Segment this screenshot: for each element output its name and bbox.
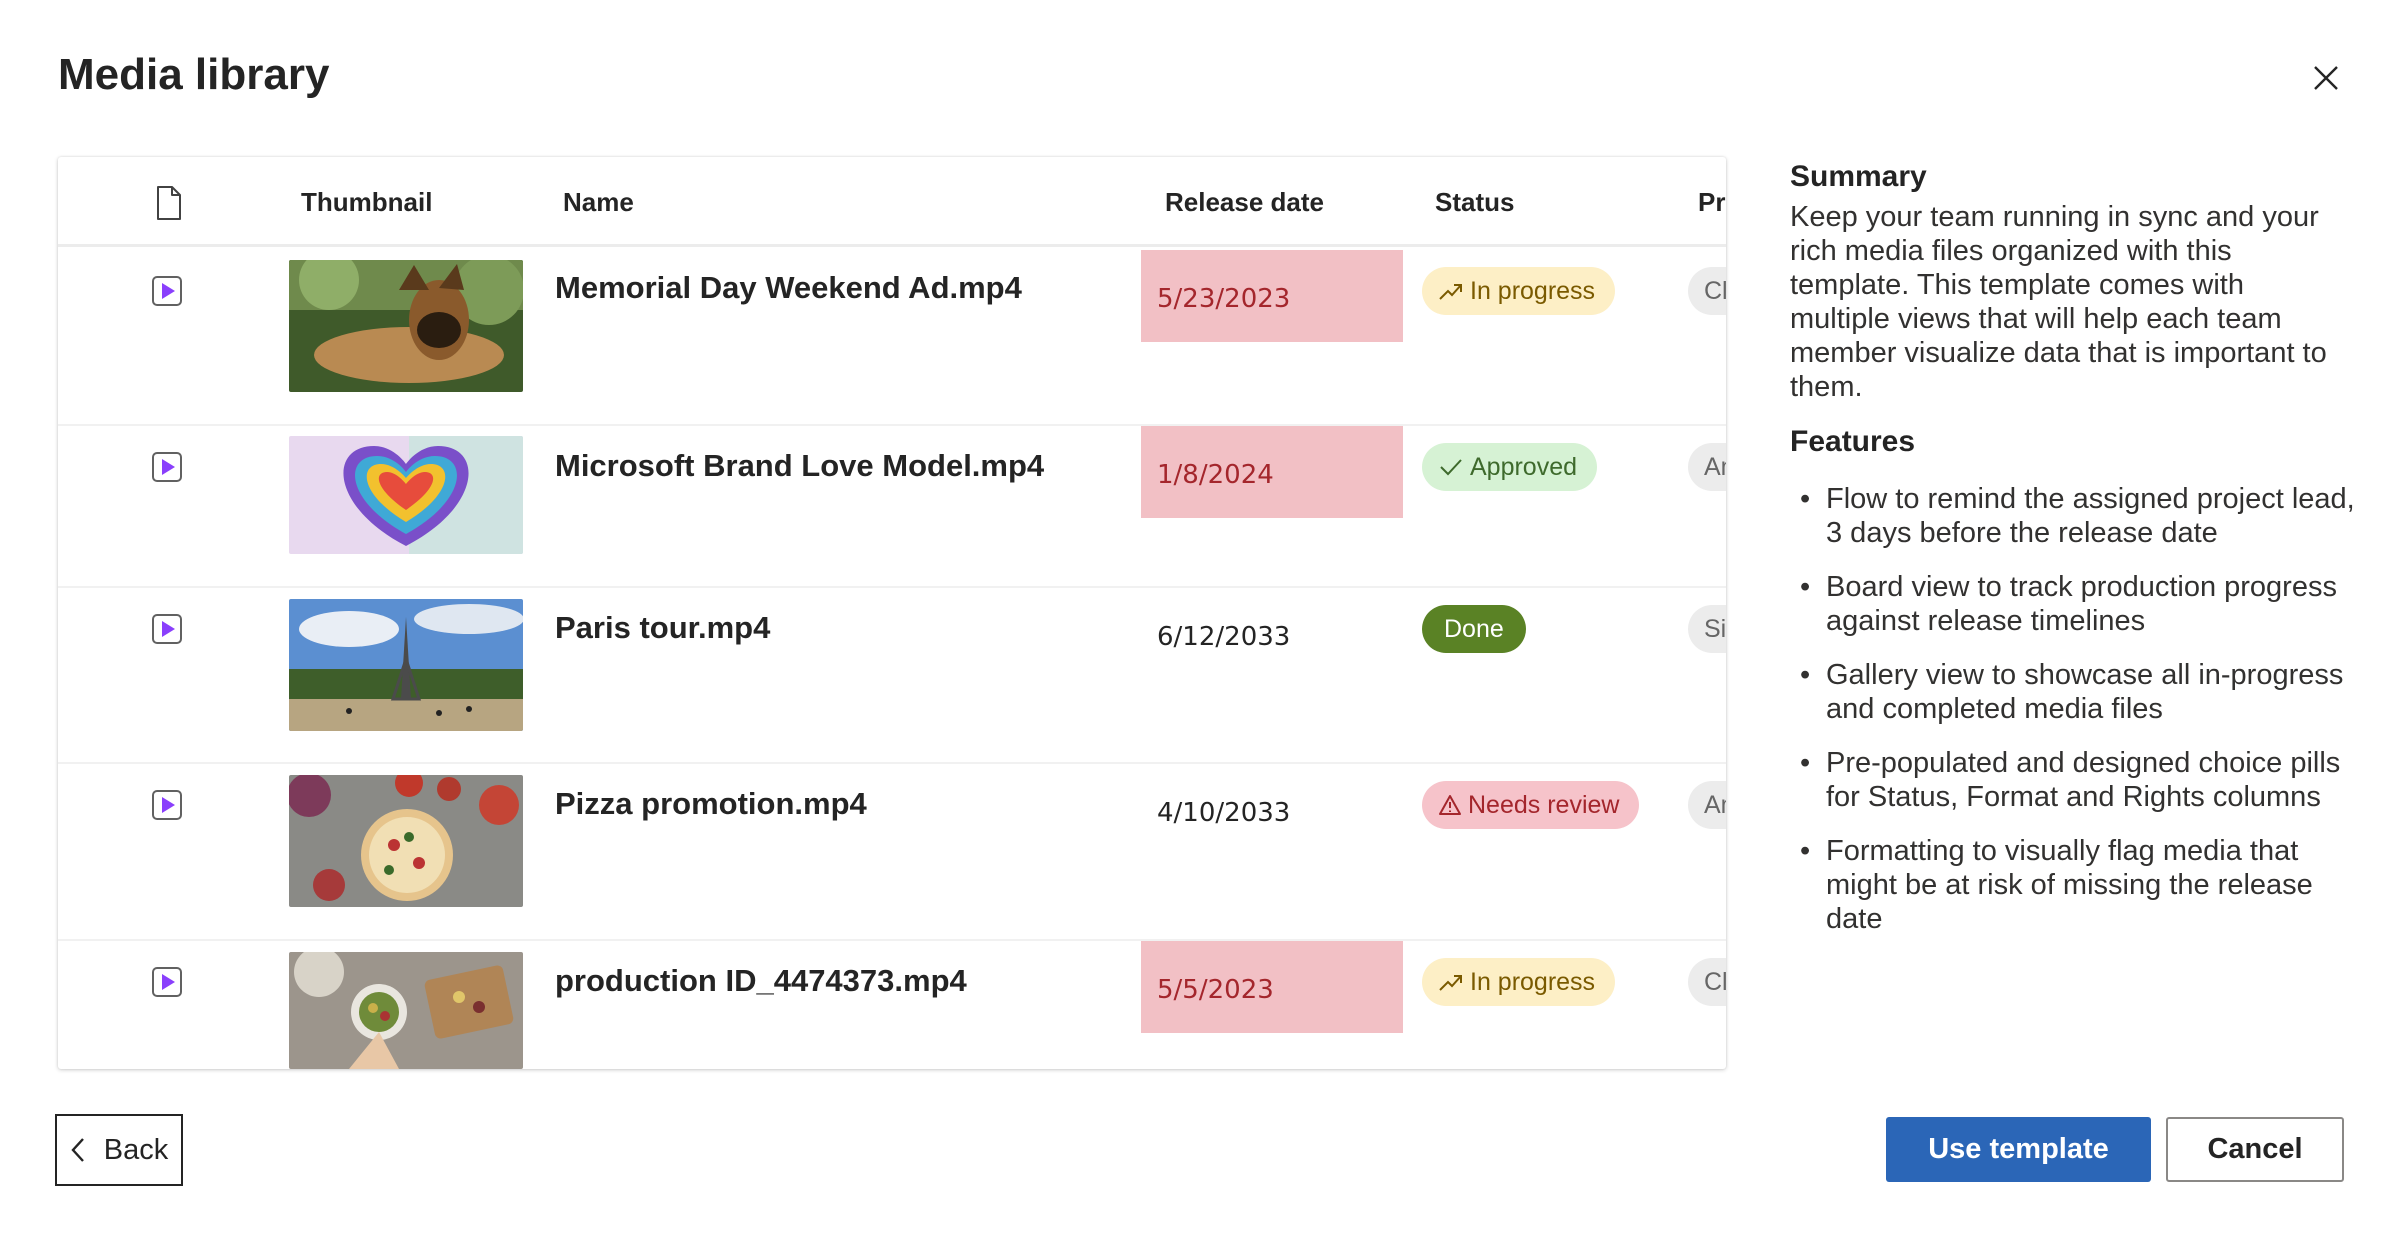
summary-text: Keep your team running in sync and your … — [1790, 201, 2327, 403]
release-date: 5/5/2023 — [1157, 975, 1274, 1005]
back-label: Back — [103, 1133, 169, 1166]
close-icon — [2314, 66, 2338, 90]
trending-up-icon — [1439, 284, 1462, 300]
feature-item: Board view to track production progress … — [1790, 570, 2360, 638]
status-label: Done — [1444, 614, 1504, 643]
thumbnail-image — [289, 775, 523, 907]
video-file-icon — [152, 790, 182, 820]
release-date: 6/12/2033 — [1157, 622, 1291, 652]
video-file-icon — [152, 276, 182, 306]
cancel-button[interactable]: Cancel — [2166, 1117, 2344, 1182]
media-table: Thumbnail Name Release date Status Pro M… — [58, 157, 1726, 1069]
release-date: 1/8/2024 — [1157, 460, 1274, 490]
column-header-release-date[interactable]: Release date — [1165, 187, 1324, 217]
status-label: Approved — [1470, 452, 1578, 481]
video-file-icon — [152, 614, 182, 644]
person-pill: Am — [1688, 443, 1726, 491]
feature-item: Gallery view to showcase all in-progress… — [1790, 658, 2360, 726]
person-pill: Am — [1688, 781, 1726, 829]
features-heading: Features — [1790, 425, 1916, 458]
status-pill: In progress — [1422, 958, 1616, 1006]
status-label: Needs review — [1468, 790, 1620, 819]
feature-item: Pre-populated and designed choice pills … — [1790, 746, 2360, 814]
column-header-thumbnail[interactable]: Thumbnail — [301, 187, 433, 217]
trending-up-icon — [1439, 975, 1462, 991]
feature-item: Formatting to visually flag media that m… — [1790, 834, 2360, 936]
release-date-cell: 6/12/2033 — [1141, 588, 1403, 680]
thumbnail-image — [289, 952, 523, 1069]
table-row[interactable]: Memorial Day Weekend Ad.mp4 5/23/2023 In… — [58, 250, 1726, 426]
release-date-cell: 1/8/2024 — [1141, 426, 1403, 518]
release-date-cell: 5/23/2023 — [1141, 250, 1403, 342]
checkmark-icon — [1440, 459, 1462, 476]
file-type-icon — [157, 186, 181, 220]
close-button[interactable] — [2306, 58, 2346, 98]
video-file-icon — [152, 967, 182, 997]
column-header-status[interactable]: Status — [1435, 187, 1515, 217]
table-row[interactable]: Pizza promotion.mp4 4/10/2033 Needs revi… — [58, 764, 1726, 941]
dialog-title: Media library — [58, 50, 330, 99]
status-pill: Needs review — [1422, 781, 1640, 829]
chevron-left-icon — [71, 1138, 84, 1162]
release-date: 5/23/2023 — [1157, 284, 1291, 314]
summary-heading: Summary — [1790, 160, 1927, 193]
file-name[interactable]: Microsoft Brand Love Model.mp4 — [555, 448, 1045, 483]
warning-icon — [1439, 795, 1461, 815]
video-file-icon — [152, 452, 182, 482]
status-pill: Approved — [1422, 443, 1598, 491]
file-name[interactable]: production ID_4474373.mp4 — [555, 963, 967, 998]
release-date: 4/10/2033 — [1157, 798, 1291, 828]
table-row[interactable]: Paris tour.mp4 6/12/2033 Done Sih — [58, 588, 1726, 764]
table-row[interactable]: Microsoft Brand Love Model.mp4 1/8/2024 … — [58, 426, 1726, 588]
person-pill: Cla — [1688, 267, 1726, 315]
back-button[interactable]: Back — [55, 1114, 183, 1186]
status-pill: In progress — [1422, 267, 1616, 315]
table-header: Thumbnail Name Release date Status Pro — [58, 157, 1726, 247]
status-pill: Done — [1422, 605, 1526, 653]
file-name[interactable]: Pizza promotion.mp4 — [555, 786, 867, 821]
column-header-project-lead[interactable]: Pro — [1698, 187, 1726, 217]
features-list: Flow to remind the assigned project lead… — [1790, 482, 2360, 956]
status-label: In progress — [1470, 967, 1596, 996]
file-name[interactable]: Paris tour.mp4 — [555, 610, 771, 645]
table-row[interactable]: production ID_4474373.mp4 5/5/2023 In pr… — [58, 941, 1726, 1069]
thumbnail-image — [289, 599, 523, 731]
thumbnail-image — [289, 260, 523, 392]
column-header-name[interactable]: Name — [563, 187, 634, 217]
status-label: In progress — [1470, 276, 1596, 305]
release-date-cell: 4/10/2033 — [1141, 764, 1403, 856]
thumbnail-image — [289, 436, 523, 554]
release-date-cell: 5/5/2023 — [1141, 941, 1403, 1033]
feature-item: Flow to remind the assigned project lead… — [1790, 482, 2360, 550]
use-template-button[interactable]: Use template — [1886, 1117, 2151, 1182]
person-pill: Cla — [1688, 958, 1726, 1006]
file-name[interactable]: Memorial Day Weekend Ad.mp4 — [555, 270, 1022, 305]
person-pill: Sih — [1688, 605, 1726, 653]
